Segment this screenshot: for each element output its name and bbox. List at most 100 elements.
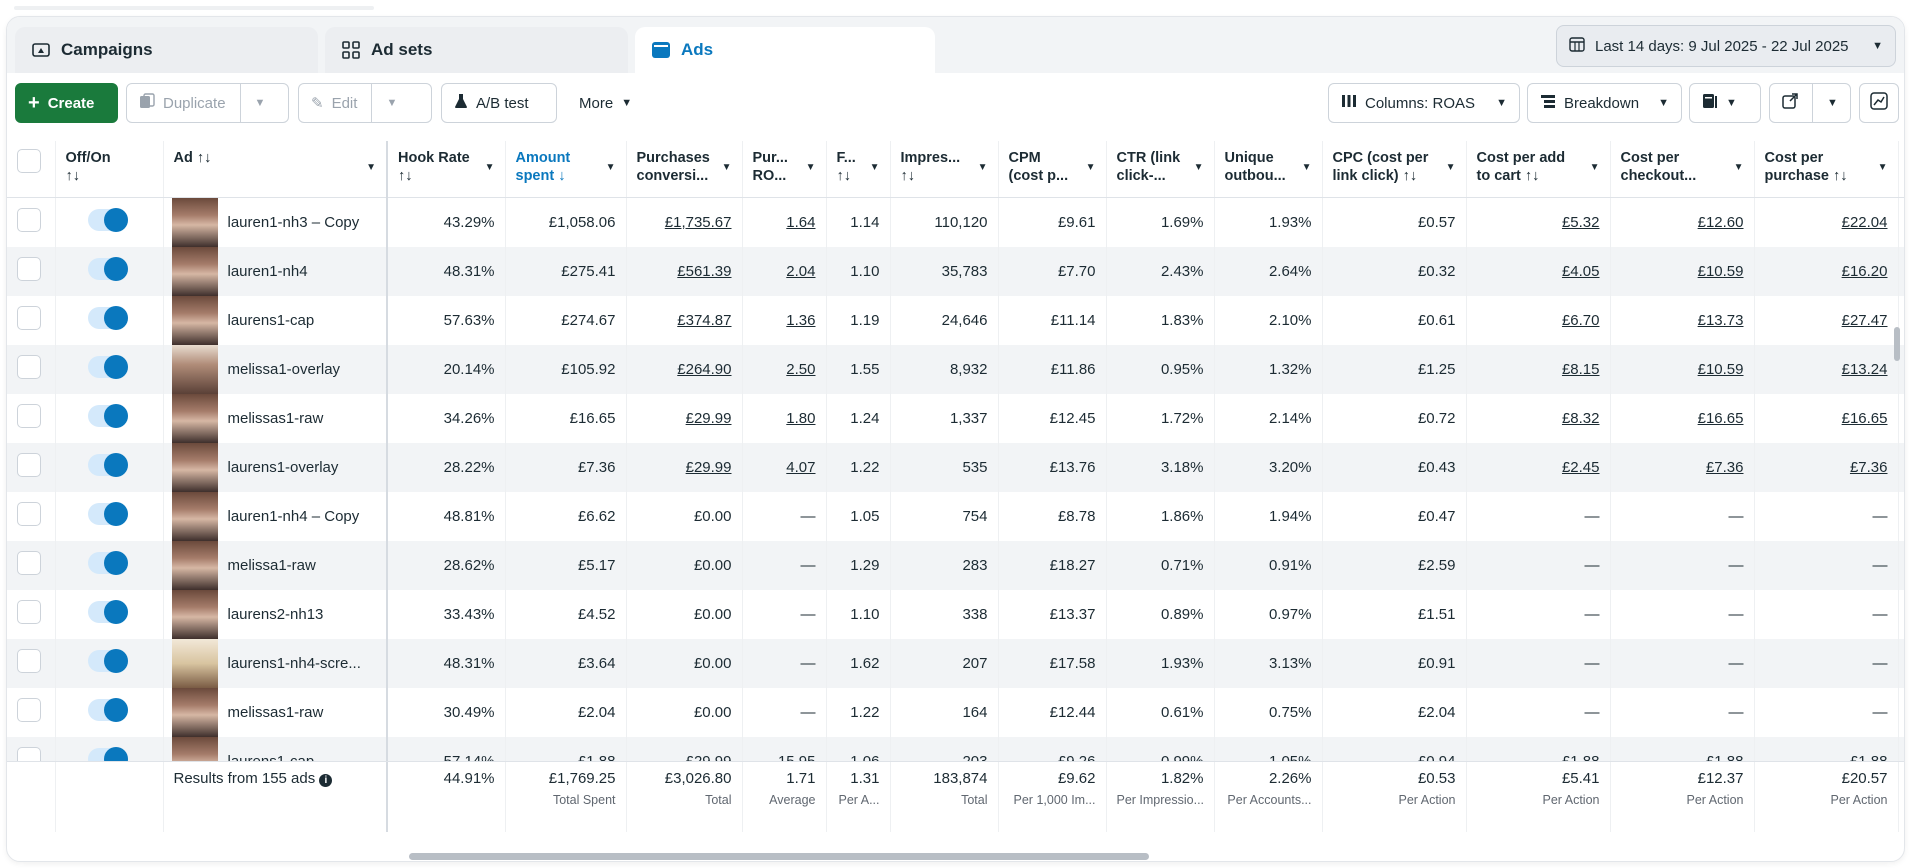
- cost-per-checkout-cell[interactable]: £10.59: [1610, 344, 1755, 394]
- cost-per-purchase-cell[interactable]: £16.65: [1754, 393, 1899, 443]
- more-button[interactable]: More ▼: [567, 83, 657, 123]
- roas-value[interactable]: —: [800, 605, 816, 623]
- delivery-toggle[interactable]: [87, 257, 128, 281]
- row-checkbox[interactable]: [17, 649, 41, 673]
- purchases-value[interactable]: £264.90: [677, 360, 732, 378]
- table-row[interactable]: melissa1-raw 28.62% £5.17 £0.00 — 1.29 283 £18.…: [7, 540, 1904, 590]
- column-header-ctr[interactable]: CTR (link click-... ▼: [1106, 141, 1215, 198]
- table-row[interactable]: lauren1-nh3 – Copy 43.29% £1,058.06 £1,735.…: [7, 197, 1904, 247]
- ad-thumbnail[interactable]: [171, 736, 218, 761]
- cost-per-checkout-value[interactable]: —: [1728, 507, 1744, 525]
- roas-cell[interactable]: —: [742, 687, 827, 737]
- cost-per-checkout-value[interactable]: £16.65: [1697, 409, 1744, 427]
- roas-value[interactable]: 15.95: [777, 752, 816, 762]
- chevron-down-icon[interactable]: ▼: [254, 97, 266, 109]
- ad-name-cell[interactable]: lauren1-nh4: [163, 246, 388, 296]
- cost-per-purchase-value[interactable]: —: [1872, 605, 1888, 623]
- purchases-value[interactable]: £0.00: [693, 556, 732, 574]
- delivery-toggle-cell[interactable]: [55, 736, 164, 761]
- cost-per-purchase-value[interactable]: —: [1872, 703, 1888, 721]
- cost-per-purchase-value[interactable]: —: [1872, 556, 1888, 574]
- row-checkbox-cell[interactable]: [7, 393, 56, 443]
- roas-cell[interactable]: —: [742, 540, 827, 590]
- delivery-toggle-cell[interactable]: [55, 197, 164, 247]
- delivery-toggle-cell[interactable]: [55, 295, 164, 345]
- roas-value[interactable]: 1.80: [786, 409, 816, 427]
- row-checkbox[interactable]: [17, 551, 41, 575]
- cost-per-checkout-cell[interactable]: —: [1610, 540, 1755, 590]
- ad-name[interactable]: laurens2-nh13: [227, 605, 324, 623]
- ad-name-cell[interactable]: melissa1-overlay: [163, 344, 388, 394]
- row-checkbox[interactable]: [17, 747, 41, 761]
- purchases-value[interactable]: £29.99: [685, 752, 732, 762]
- ad-thumbnail[interactable]: [171, 589, 218, 639]
- row-checkbox[interactable]: [17, 698, 41, 722]
- cost-per-checkout-value[interactable]: £13.73: [1697, 311, 1744, 329]
- cost-per-add-to-cart-cell[interactable]: £4.05: [1466, 246, 1611, 296]
- horizontal-scrollbar[interactable]: [409, 853, 1149, 860]
- row-checkbox[interactable]: [17, 600, 41, 624]
- cost-per-add-to-cart-value[interactable]: £6.70: [1561, 311, 1600, 329]
- row-checkbox-cell[interactable]: [7, 540, 56, 590]
- cost-per-purchase-value[interactable]: £16.65: [1841, 409, 1888, 427]
- roas-cell[interactable]: 1.36: [742, 295, 827, 345]
- column-header-off-on[interactable]: Off/On ↑↓: [55, 141, 164, 198]
- ad-name[interactable]: lauren1-nh4: [227, 262, 308, 280]
- cost-per-checkout-cell[interactable]: —: [1610, 589, 1755, 639]
- delivery-toggle[interactable]: [87, 355, 128, 379]
- roas-value[interactable]: 4.07: [786, 458, 816, 476]
- table-row[interactable]: laurens1-cap 57.63% £274.67 £374.87 1.36 1.19…: [7, 295, 1904, 345]
- info-icon[interactable]: i: [319, 774, 333, 787]
- cost-per-checkout-cell[interactable]: £7.36: [1610, 442, 1755, 492]
- purchases-value[interactable]: £0.00: [693, 703, 732, 721]
- ad-name-cell[interactable]: laurens1-nh4-scre...: [163, 638, 388, 688]
- purchases-value-cell[interactable]: £0.00: [626, 491, 743, 541]
- column-header-purchases-value[interactable]: Purchases conversi... ▼: [626, 141, 743, 198]
- row-checkbox-cell[interactable]: [7, 295, 56, 345]
- column-header-cost-per-purchase[interactable]: Cost per purchase ↑↓ ▼: [1754, 141, 1899, 198]
- reports-button[interactable]: ▼: [1689, 83, 1761, 123]
- roas-cell[interactable]: 4.07: [742, 442, 827, 492]
- cost-per-add-to-cart-cell[interactable]: £8.32: [1466, 393, 1611, 443]
- purchases-value-cell[interactable]: £264.90: [626, 344, 743, 394]
- column-header-unique-outbound[interactable]: Unique outbou... ▼: [1214, 141, 1323, 198]
- cost-per-purchase-value[interactable]: —: [1872, 654, 1888, 672]
- column-header-cpm[interactable]: CPM (cost p... ▼: [998, 141, 1107, 198]
- cost-per-purchase-value[interactable]: £1.88: [1849, 752, 1888, 762]
- roas-value[interactable]: —: [800, 556, 816, 574]
- roas-value[interactable]: —: [800, 654, 816, 672]
- cost-per-add-to-cart-cell[interactable]: —: [1466, 687, 1611, 737]
- row-checkbox-cell[interactable]: [7, 736, 56, 761]
- cost-per-checkout-cell[interactable]: £12.60: [1610, 197, 1755, 247]
- delivery-toggle[interactable]: [87, 747, 128, 761]
- column-header-cost-per-add-to-cart[interactable]: Cost per add to cart ↑↓ ▼: [1466, 141, 1611, 198]
- table-row[interactable]: laurens1-overlay 28.22% £7.36 £29.99 4.07 1.2…: [7, 442, 1904, 492]
- roas-value[interactable]: —: [800, 703, 816, 721]
- cost-per-checkout-value[interactable]: £10.59: [1697, 360, 1744, 378]
- cost-per-add-to-cart-value[interactable]: —: [1584, 605, 1600, 623]
- ad-name[interactable]: melissa1-raw: [227, 556, 316, 574]
- cost-per-checkout-value[interactable]: —: [1728, 556, 1744, 574]
- delivery-toggle[interactable]: [87, 698, 128, 722]
- select-all-header[interactable]: [7, 141, 56, 198]
- ad-name[interactable]: melissas1-raw: [227, 409, 324, 427]
- cost-per-checkout-cell[interactable]: —: [1610, 638, 1755, 688]
- edit-button[interactable]: ✎ Edit ▼: [298, 83, 432, 123]
- roas-cell[interactable]: 2.04: [742, 246, 827, 296]
- purchases-value[interactable]: £561.39: [677, 262, 732, 280]
- chevron-down-icon[interactable]: ▼: [386, 97, 398, 109]
- export-button[interactable]: ▼: [1769, 83, 1851, 123]
- ad-thumbnail[interactable]: [171, 540, 218, 590]
- cost-per-add-to-cart-cell[interactable]: —: [1466, 491, 1611, 541]
- cost-per-purchase-value[interactable]: £13.24: [1841, 360, 1888, 378]
- delivery-toggle[interactable]: [87, 404, 128, 428]
- duplicate-button[interactable]: Duplicate ▼: [126, 83, 289, 123]
- roas-cell[interactable]: 1.64: [742, 197, 827, 247]
- ad-name[interactable]: laurens1-cap: [227, 752, 315, 762]
- cost-per-add-to-cart-value[interactable]: £5.32: [1561, 213, 1600, 231]
- cost-per-purchase-cell[interactable]: £22.04: [1754, 197, 1899, 247]
- cost-per-checkout-cell[interactable]: £1.88: [1610, 736, 1755, 761]
- cost-per-add-to-cart-value[interactable]: —: [1584, 507, 1600, 525]
- row-checkbox-cell[interactable]: [7, 589, 56, 639]
- purchases-value-cell[interactable]: £29.99: [626, 393, 743, 443]
